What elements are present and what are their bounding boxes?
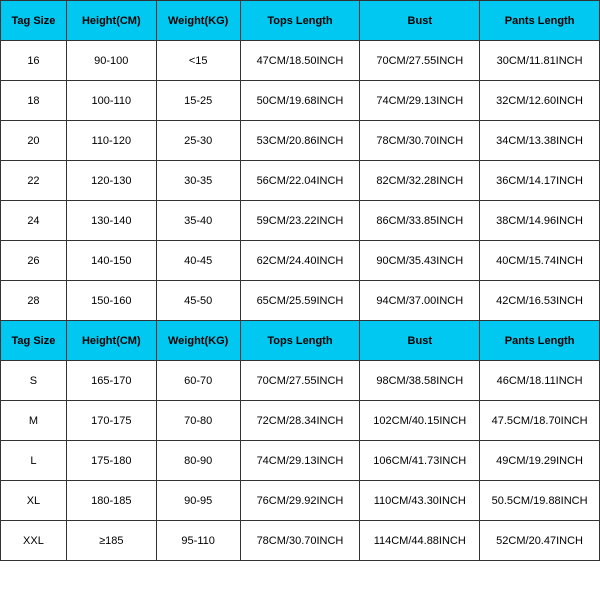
column-header: Tops Length — [240, 321, 360, 361]
table-cell: 74CM/29.13INCH — [360, 81, 480, 121]
table-cell: 38CM/14.96INCH — [480, 201, 600, 241]
table-row: 20110-12025-3053CM/20.86INCH78CM/30.70IN… — [1, 121, 600, 161]
table-cell: 20 — [1, 121, 67, 161]
table-cell: 50CM/19.68INCH — [240, 81, 360, 121]
table-row: XL180-18590-9576CM/29.92INCH110CM/43.30I… — [1, 481, 600, 521]
column-header: Tag Size — [1, 1, 67, 41]
table-row: 28150-16045-5065CM/25.59INCH94CM/37.00IN… — [1, 281, 600, 321]
table-row: 18100-11015-2550CM/19.68INCH74CM/29.13IN… — [1, 81, 600, 121]
table-cell: 86CM/33.85INCH — [360, 201, 480, 241]
column-header: Pants Length — [480, 1, 600, 41]
table-cell: 40-45 — [156, 241, 240, 281]
table-cell: 47.5CM/18.70INCH — [480, 401, 600, 441]
table-cell: 94CM/37.00INCH — [360, 281, 480, 321]
table-cell: 70-80 — [156, 401, 240, 441]
table-cell: 18 — [1, 81, 67, 121]
table-cell: 52CM/20.47INCH — [480, 521, 600, 561]
table-cell: S — [1, 361, 67, 401]
header-row: Tag SizeHeight(CM)Weight(KG)Tops LengthB… — [1, 321, 600, 361]
table-cell: 150-160 — [66, 281, 156, 321]
table-cell: 47CM/18.50INCH — [240, 41, 360, 81]
table-cell: 78CM/30.70INCH — [240, 521, 360, 561]
table-row: M170-17570-8072CM/28.34INCH102CM/40.15IN… — [1, 401, 600, 441]
table-cell: 25-30 — [156, 121, 240, 161]
table-cell: 70CM/27.55INCH — [240, 361, 360, 401]
table-cell: 102CM/40.15INCH — [360, 401, 480, 441]
table-cell: 26 — [1, 241, 67, 281]
table-cell: 106CM/41.73INCH — [360, 441, 480, 481]
table-cell: 72CM/28.34INCH — [240, 401, 360, 441]
table-cell: 32CM/12.60INCH — [480, 81, 600, 121]
table-cell: 15-25 — [156, 81, 240, 121]
table-cell: 40CM/15.74INCH — [480, 241, 600, 281]
table-cell: 56CM/22.04INCH — [240, 161, 360, 201]
table-cell: 140-150 — [66, 241, 156, 281]
table-cell: M — [1, 401, 67, 441]
table-row: 24130-14035-4059CM/23.22INCH86CM/33.85IN… — [1, 201, 600, 241]
table-cell: 95-110 — [156, 521, 240, 561]
table-cell: 30CM/11.81INCH — [480, 41, 600, 81]
header-row: Tag SizeHeight(CM)Weight(KG)Tops LengthB… — [1, 1, 600, 41]
column-header: Height(CM) — [66, 1, 156, 41]
table-row: S165-17060-7070CM/27.55INCH98CM/38.58INC… — [1, 361, 600, 401]
table-cell: 90-95 — [156, 481, 240, 521]
table-cell: 16 — [1, 41, 67, 81]
table-cell: L — [1, 441, 67, 481]
table-cell: 35-40 — [156, 201, 240, 241]
table-cell: 80-90 — [156, 441, 240, 481]
table-cell: 65CM/25.59INCH — [240, 281, 360, 321]
column-header: Tops Length — [240, 1, 360, 41]
column-header: Pants Length — [480, 321, 600, 361]
table-cell: 170-175 — [66, 401, 156, 441]
table-cell: 180-185 — [66, 481, 156, 521]
column-header: Bust — [360, 1, 480, 41]
table-cell: 28 — [1, 281, 67, 321]
table-row: L175-18080-9074CM/29.13INCH106CM/41.73IN… — [1, 441, 600, 481]
column-header: Bust — [360, 321, 480, 361]
table-cell: 130-140 — [66, 201, 156, 241]
table-cell: 165-170 — [66, 361, 156, 401]
table-cell: 59CM/23.22INCH — [240, 201, 360, 241]
table-row: 22120-13030-3556CM/22.04INCH82CM/32.28IN… — [1, 161, 600, 201]
table-cell: 120-130 — [66, 161, 156, 201]
column-header: Height(CM) — [66, 321, 156, 361]
table-cell: 62CM/24.40INCH — [240, 241, 360, 281]
table-cell: 100-110 — [66, 81, 156, 121]
table-row: 1690-100<1547CM/18.50INCH70CM/27.55INCH3… — [1, 41, 600, 81]
table-cell: 60-70 — [156, 361, 240, 401]
table-cell: 30-35 — [156, 161, 240, 201]
table-row: XXL≥18595-11078CM/30.70INCH114CM/44.88IN… — [1, 521, 600, 561]
table-cell: 175-180 — [66, 441, 156, 481]
table-cell: 49CM/19.29INCH — [480, 441, 600, 481]
table-cell: 22 — [1, 161, 67, 201]
table-cell: XXL — [1, 521, 67, 561]
size-chart-table: Tag SizeHeight(CM)Weight(KG)Tops LengthB… — [0, 0, 600, 561]
table-cell: XL — [1, 481, 67, 521]
table-cell: 76CM/29.92INCH — [240, 481, 360, 521]
table-cell: ≥185 — [66, 521, 156, 561]
column-header: Weight(KG) — [156, 321, 240, 361]
table-cell: 42CM/16.53INCH — [480, 281, 600, 321]
table-cell: 110-120 — [66, 121, 156, 161]
table-row: 26140-15040-4562CM/24.40INCH90CM/35.43IN… — [1, 241, 600, 281]
table-cell: 82CM/32.28INCH — [360, 161, 480, 201]
column-header: Weight(KG) — [156, 1, 240, 41]
table-cell: 53CM/20.86INCH — [240, 121, 360, 161]
table-cell: 34CM/13.38INCH — [480, 121, 600, 161]
column-header: Tag Size — [1, 321, 67, 361]
table-cell: 110CM/43.30INCH — [360, 481, 480, 521]
table-cell: 24 — [1, 201, 67, 241]
table-cell: 74CM/29.13INCH — [240, 441, 360, 481]
table-cell: 70CM/27.55INCH — [360, 41, 480, 81]
table-cell: <15 — [156, 41, 240, 81]
table-cell: 90-100 — [66, 41, 156, 81]
table-cell: 36CM/14.17INCH — [480, 161, 600, 201]
table-cell: 90CM/35.43INCH — [360, 241, 480, 281]
table-cell: 78CM/30.70INCH — [360, 121, 480, 161]
table-cell: 114CM/44.88INCH — [360, 521, 480, 561]
table-cell: 46CM/18.11INCH — [480, 361, 600, 401]
table-cell: 45-50 — [156, 281, 240, 321]
table-cell: 98CM/38.58INCH — [360, 361, 480, 401]
table-cell: 50.5CM/19.88INCH — [480, 481, 600, 521]
